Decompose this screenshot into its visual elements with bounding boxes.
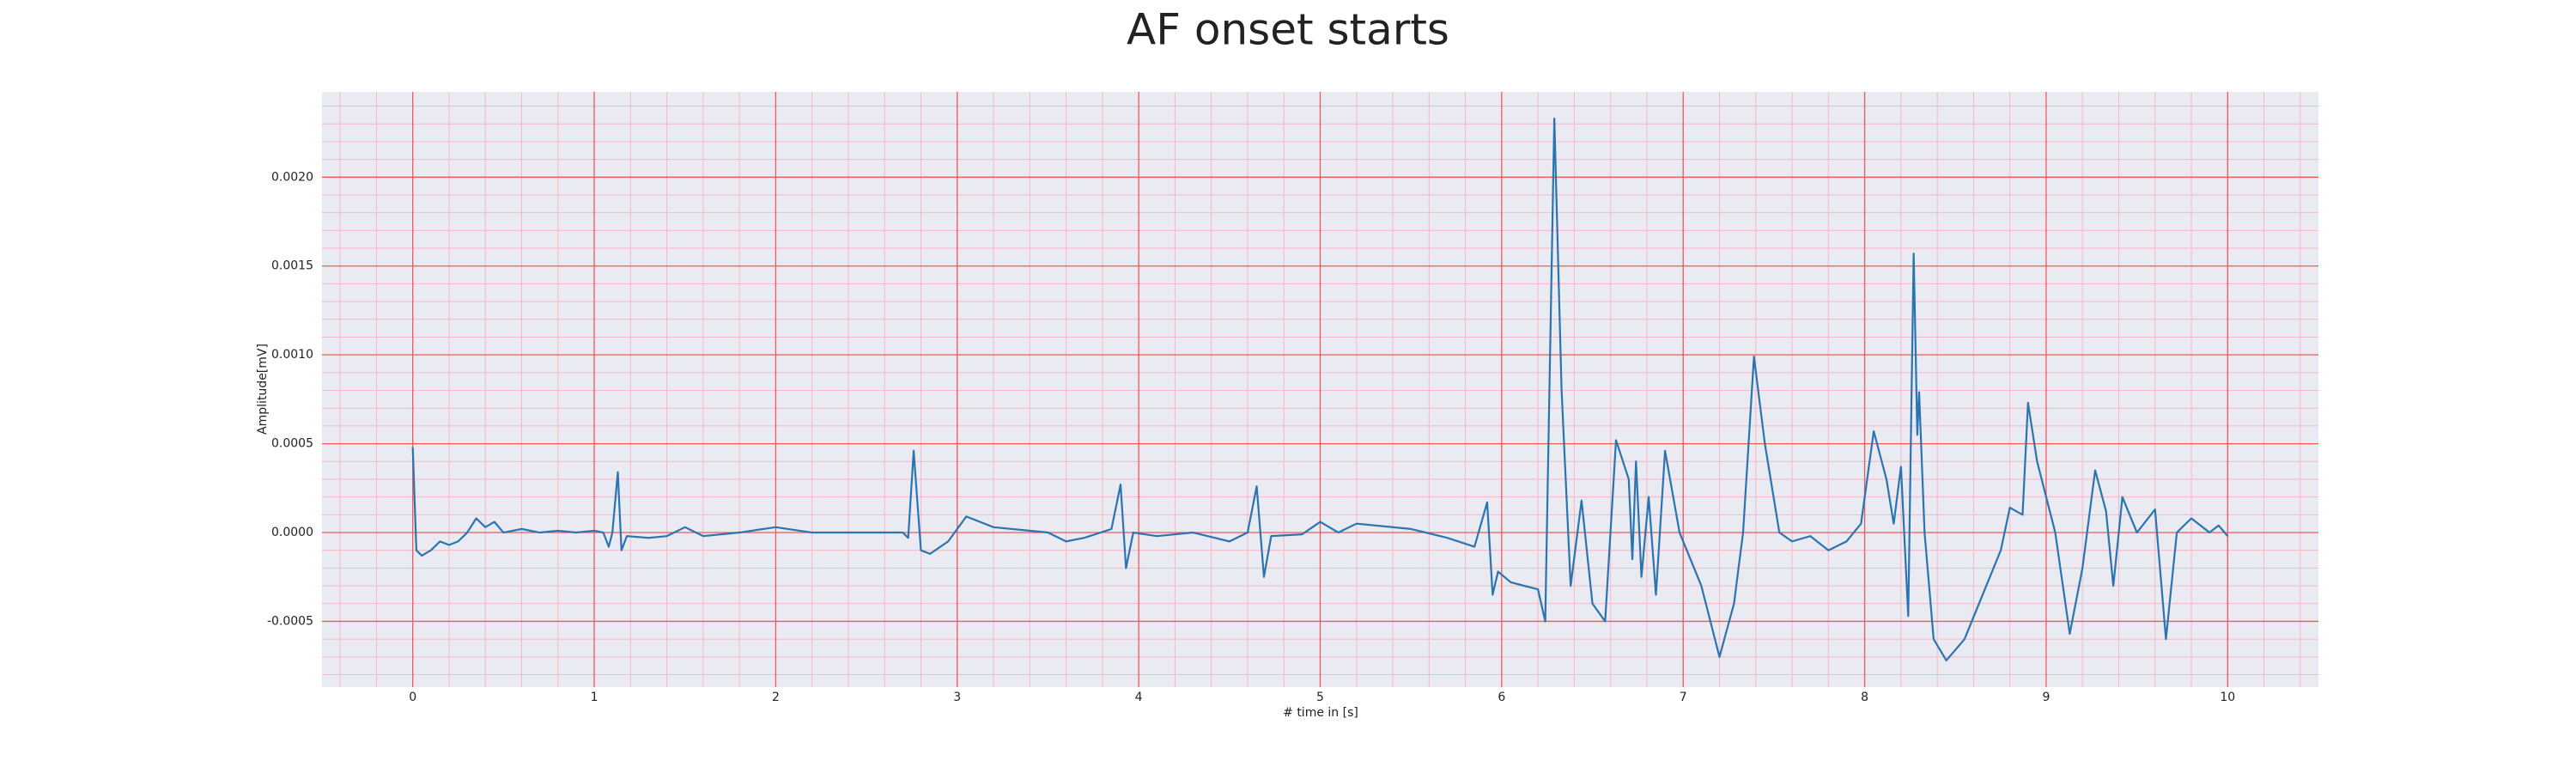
ecg-line bbox=[411, 117, 2229, 662]
y-tick-label: 0.0015 bbox=[271, 259, 313, 273]
y-tick-label: 0.0000 bbox=[271, 526, 313, 539]
y-tick-label: -0.0005 bbox=[267, 614, 313, 628]
x-tick-label: 8 bbox=[1861, 691, 1868, 704]
chart-title: AF onset starts bbox=[1127, 5, 1449, 55]
x-tick-label: 9 bbox=[2042, 691, 2050, 704]
x-tick-label: 4 bbox=[1135, 691, 1143, 704]
x-tick-label: 0 bbox=[409, 691, 416, 704]
x-tick-label: 2 bbox=[772, 691, 780, 704]
x-tick-label: 10 bbox=[2220, 691, 2235, 704]
y-tick-label: 0.0020 bbox=[271, 170, 313, 184]
x-axis-label: # time in [s] bbox=[1283, 706, 1358, 720]
x-tick-label: 1 bbox=[591, 691, 598, 704]
x-tick-label: 3 bbox=[953, 691, 961, 704]
x-tick-label: 5 bbox=[1316, 691, 1324, 704]
x-tick-label: 6 bbox=[1498, 691, 1505, 704]
y-tick-label: 0.0010 bbox=[271, 348, 313, 362]
y-tick-label: 0.0005 bbox=[271, 437, 313, 451]
y-axis-label: Amplitude[mV] bbox=[256, 344, 270, 435]
x-tick-label: 7 bbox=[1680, 691, 1687, 704]
